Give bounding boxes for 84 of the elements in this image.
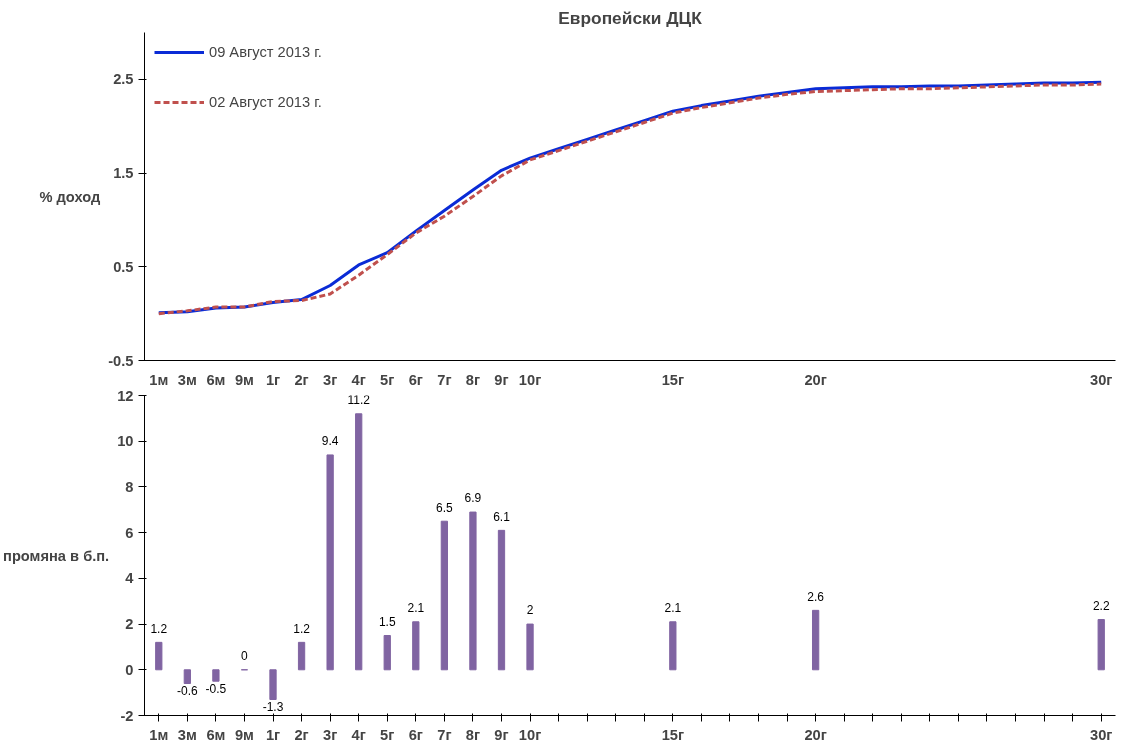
data-label: 2.1: [407, 601, 425, 616]
x-tick-label: 3м: [177, 371, 197, 388]
x-tick-label: 4г: [351, 726, 366, 743]
y-tick-label: 8: [125, 478, 134, 495]
y-tick-label: 6: [125, 524, 134, 541]
x-tick-label: 9м: [234, 726, 254, 743]
x-tick-label: 7г: [437, 726, 452, 743]
data-label: 2.1: [664, 601, 682, 616]
y-tick-label: 0: [125, 661, 134, 678]
data-label: 0: [241, 649, 249, 664]
x-tick-label: 6г: [408, 726, 423, 743]
data-label: 6.5: [436, 500, 454, 515]
x-tick-label: 15г: [661, 726, 685, 743]
x-tick-label: 2г: [294, 726, 309, 743]
data-label: -0.6: [177, 684, 198, 699]
bar: [497, 529, 506, 671]
x-tick-label: 6м: [206, 726, 226, 743]
data-label: -1.3: [262, 700, 284, 715]
bar: [811, 609, 820, 671]
bar: [297, 641, 306, 671]
x-tick-label: 30г: [1090, 371, 1113, 388]
x-tick-label: 1г: [265, 726, 281, 743]
data-label: 1.5: [378, 614, 396, 629]
bar: [383, 635, 391, 671]
x-tick-label: 9м: [234, 371, 254, 388]
y-tick-label: 2: [125, 616, 134, 633]
data-label: 6.9: [464, 491, 482, 506]
x-tick-label: 3м: [177, 726, 197, 743]
x-tick-label: 9г: [494, 371, 509, 388]
x-tick-label: 5г: [380, 726, 395, 743]
x-tick-label: 2г: [294, 371, 309, 388]
bar: [155, 641, 163, 671]
legend-label: 02 Август 2013 г.: [209, 94, 322, 110]
x-tick-label: 8г: [465, 726, 481, 743]
bar: [526, 623, 534, 671]
bar: [212, 669, 220, 682]
y-tick-label: -2: [120, 707, 134, 724]
x-tick-label: 6г: [408, 371, 423, 388]
y-tick-label: 1.5: [113, 165, 134, 182]
y-tick-label: 2.5: [113, 71, 134, 88]
x-tick-label: 30г: [1090, 726, 1113, 743]
bar: [469, 511, 477, 671]
y-tick-label: 12: [117, 387, 134, 404]
data-label: 2: [526, 603, 534, 618]
bar: [440, 520, 449, 671]
x-tick-label: 1м: [149, 726, 169, 743]
x-tick-label: 9г: [494, 726, 509, 743]
data-label: 1.2: [293, 621, 311, 636]
y-axis-title: % доход: [39, 188, 101, 205]
y-tick-label: 4: [125, 570, 135, 587]
x-tick-label: 7г: [437, 371, 452, 388]
x-tick-label: 15г: [661, 371, 685, 388]
data-label: 2.6: [807, 589, 825, 604]
bar: [183, 669, 191, 684]
x-tick-label: 4г: [351, 371, 366, 388]
x-tick-label: 10г: [518, 371, 542, 388]
x-tick-label: 10г: [518, 726, 542, 743]
y-tick-label: 10: [117, 433, 134, 450]
bar: [326, 454, 334, 671]
x-tick-label: 5г: [380, 371, 395, 388]
x-tick-label: 20г: [804, 371, 827, 388]
x-tick-label: 3г: [323, 371, 338, 388]
data-label: 6.1: [493, 509, 511, 524]
bar: [355, 413, 363, 671]
legend-label: 09 Август 2013 г.: [209, 44, 322, 60]
x-tick-label: 1г: [265, 371, 281, 388]
chart-title: Европейски ДЦК: [558, 7, 703, 28]
x-tick-label: 1м: [149, 371, 169, 388]
bar: [1097, 619, 1105, 671]
data-label: 1.2: [150, 621, 168, 636]
x-tick-label: 20г: [804, 726, 827, 743]
y-tick-label: -0.5: [108, 352, 134, 369]
data-label: 2.2: [1092, 598, 1110, 613]
data-label: 9.4: [321, 434, 339, 449]
x-tick-label: 6м: [206, 371, 226, 388]
x-tick-label: 3г: [323, 726, 338, 743]
x-tick-label: 8г: [465, 371, 481, 388]
y-tick-label: 0.5: [113, 258, 134, 275]
data-label: -0.5: [205, 681, 227, 696]
bar: [269, 669, 277, 700]
y-axis-title: промяна в б.п.: [3, 547, 110, 564]
data-label: 11.2: [347, 393, 371, 408]
bar: [669, 621, 677, 671]
bar: [412, 621, 420, 671]
